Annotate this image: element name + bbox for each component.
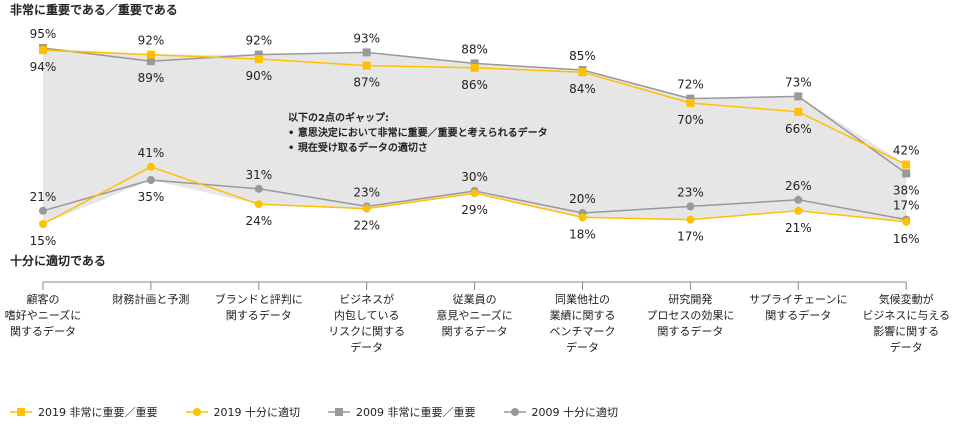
data-label: 38% — [893, 183, 920, 197]
data-label: 17% — [893, 199, 920, 213]
data-point — [254, 50, 263, 59]
gap-annotation: 以下の2点のギャップ: • 意思決定において非常に重要／重要と考えられるデータ … — [288, 111, 548, 154]
data-label: 66% — [785, 122, 812, 136]
data-label: 21% — [30, 190, 57, 204]
annotation-heading: 以下の2点のギャップ: — [288, 111, 389, 124]
data-label: 31% — [245, 168, 272, 182]
legend: 2019 非常に重要／重要 2019 十分に適切 2009 非常に重要／重要 2009… — [10, 404, 618, 420]
legend-item: 2009 十分に適切 — [503, 404, 619, 420]
data-point — [39, 220, 47, 228]
data-label: 23% — [353, 185, 380, 199]
legend-label: 2019 非常に重要／重要 — [38, 406, 158, 419]
legend-marker-icon — [328, 408, 350, 416]
data-point — [39, 206, 47, 215]
data-point — [794, 107, 803, 116]
data-point — [254, 184, 263, 193]
category-label: サプライチェーンに 関するデータ — [749, 293, 848, 322]
data-label: 18% — [569, 227, 596, 241]
category-label: ビジネスが 内包している リスクに関する データ — [328, 293, 406, 354]
data-point — [470, 189, 479, 198]
gap-area — [43, 48, 907, 224]
data-label: 20% — [569, 192, 596, 206]
category-label: 同業他社の 業績に関する ベンチマーク データ — [549, 293, 616, 354]
category-label: 従業員の 意見やニーズに 関するデータ — [436, 293, 513, 338]
data-label: 87% — [353, 76, 380, 90]
legend-item: 2019 非常に重要／重要 — [10, 404, 158, 420]
data-point — [686, 99, 695, 107]
data-point — [254, 200, 263, 209]
data-point — [578, 213, 587, 222]
legend-label: 2009 十分に適切 — [531, 406, 619, 419]
legend-item: 2009 非常に重要／重要 — [328, 404, 476, 420]
data-label: 86% — [461, 78, 488, 92]
data-label: 88% — [461, 42, 488, 56]
legend-marker-icon — [185, 408, 208, 416]
data-point — [146, 57, 155, 66]
legend-item: 2019 十分に適切 — [185, 404, 301, 420]
category-label: 研究開発 プロセスの効果に 関するデータ — [646, 293, 735, 338]
data-point — [470, 63, 479, 72]
data-label: 85% — [569, 49, 596, 63]
data-label: 94% — [30, 60, 57, 74]
legend-marker-icon — [503, 408, 526, 416]
data-point — [39, 46, 47, 55]
title-top: 非常に重要である／重要である — [10, 2, 178, 17]
data-label: 24% — [245, 214, 272, 228]
plot-area: 非常に重要である／重要である 十分に適切である 以下の2点のギャップ: • 意思… — [10, 2, 920, 290]
data-label: 90% — [245, 69, 272, 83]
data-point — [146, 162, 155, 171]
data-label: 89% — [138, 71, 165, 85]
data-point — [902, 169, 911, 178]
data-point — [146, 50, 155, 59]
data-point — [902, 217, 911, 226]
data-label: 42% — [893, 144, 920, 158]
data-label: 30% — [461, 170, 488, 184]
data-label: 95% — [30, 27, 57, 41]
legend-label: 2019 十分に適切 — [213, 406, 301, 419]
data-point — [686, 94, 695, 103]
annotation-bullet: • 現在受け取るデータの適切さ — [288, 141, 428, 154]
data-label: 23% — [677, 185, 704, 199]
data-point — [794, 195, 803, 204]
data-label: 73% — [785, 75, 812, 89]
data-point — [686, 202, 695, 211]
data-label: 15% — [30, 234, 57, 248]
data-label: 41% — [138, 146, 165, 160]
data-label: 92% — [245, 34, 272, 48]
data-point — [686, 215, 695, 224]
data-point — [254, 55, 263, 63]
data-point — [794, 206, 803, 215]
data-label: 72% — [677, 78, 704, 92]
data-label: 16% — [893, 232, 920, 246]
data-point — [470, 59, 479, 68]
annotation-bullet: • 意思決定において非常に重要／重要と考えられるデータ — [288, 126, 548, 139]
data-label: 26% — [785, 179, 812, 193]
data-label: 93% — [353, 31, 380, 45]
data-label: 29% — [461, 203, 488, 217]
data-point — [146, 176, 155, 184]
legend-label: 2009 非常に重要／重要 — [356, 406, 476, 419]
data-point — [362, 204, 371, 213]
data-label: 17% — [677, 230, 704, 244]
data-label: 84% — [569, 82, 596, 96]
category-label: 財務計画と予測 — [112, 293, 190, 306]
data-label: 35% — [138, 190, 165, 204]
category-label: 顧客の 嗜好やニーズに 関するデータ — [4, 293, 82, 338]
data-label: 21% — [785, 221, 812, 235]
data-point — [362, 48, 371, 57]
title-bottom: 十分に適切である — [10, 253, 106, 268]
data-point — [362, 61, 371, 70]
category-label: ブランドと評判に 関するデータ — [214, 293, 303, 322]
legend-marker-icon — [10, 408, 32, 416]
data-point — [902, 160, 911, 169]
data-label: 92% — [138, 34, 165, 48]
data-label: 70% — [677, 113, 704, 127]
data-point — [578, 68, 587, 77]
data-label: 22% — [353, 219, 380, 233]
data-point — [794, 92, 803, 101]
category-label: 気候変動が ビジネスに与える 影響に関する データ — [862, 293, 951, 354]
